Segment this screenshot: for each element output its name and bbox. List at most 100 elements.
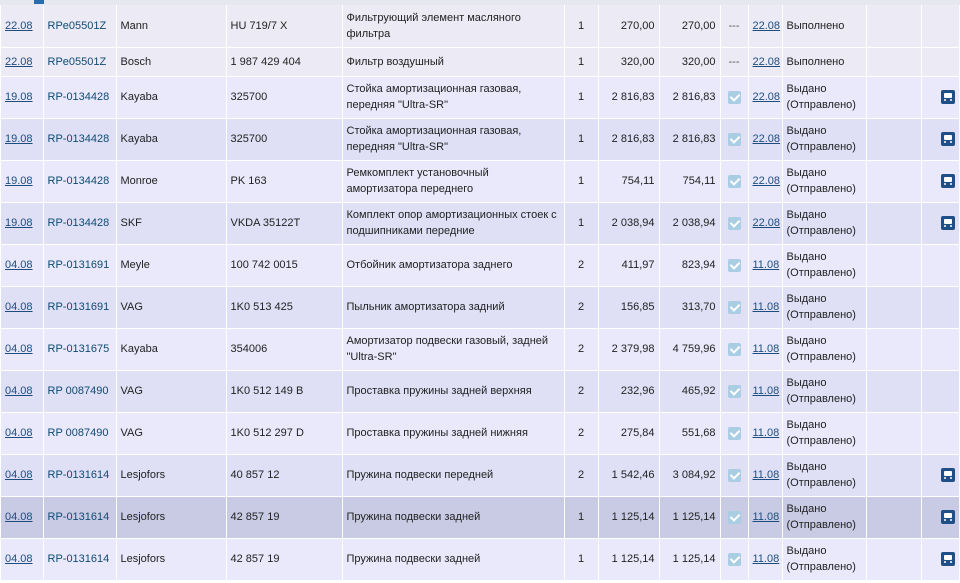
status-text: Выдано (Отправлено) xyxy=(782,244,867,287)
delivery-truck-icon[interactable] xyxy=(940,468,955,483)
delivery-date-link[interactable]: 11.08 xyxy=(752,385,780,397)
delivery-truck-icon[interactable] xyxy=(940,552,955,567)
order-number: RPe05501Z xyxy=(47,19,107,32)
description: Ремкомплект установочный амортизатора пе… xyxy=(342,160,565,203)
delivery-date-link[interactable]: 11.08 xyxy=(752,511,780,523)
quantity: 1 xyxy=(564,496,599,539)
delivery-date-link[interactable]: 11.08 xyxy=(752,469,780,481)
delivery-date-link[interactable]: 11.08 xyxy=(752,553,780,565)
checkbox-checked-icon[interactable] xyxy=(727,384,741,398)
delivery-truck-icon[interactable] xyxy=(940,90,955,105)
table-row[interactable]: 04.08 RP 0087490 VAG 1K0 512 297 D Проставка… xyxy=(1,412,960,455)
order-number-cell: RP-0134428 xyxy=(43,118,117,161)
order-date-link[interactable]: 19.08 xyxy=(5,91,33,103)
unit-price: 2 816,83 xyxy=(598,76,660,119)
delivery-truck-icon[interactable] xyxy=(940,216,955,231)
action-cell xyxy=(921,5,960,48)
delivery-date-link[interactable]: 11.08 xyxy=(752,259,780,271)
order-number-cell: RP-0131691 xyxy=(43,286,117,329)
order-date-link[interactable]: 22.08 xyxy=(5,19,33,32)
total-sum: 823,94 xyxy=(659,244,721,287)
spacer-cell xyxy=(866,496,922,539)
delivery-date-link[interactable]: 22.08 xyxy=(752,217,781,229)
checkbox-checked-icon[interactable] xyxy=(727,174,741,188)
order-date-link[interactable]: 19.08 xyxy=(5,175,33,187)
checkbox-checked-icon[interactable] xyxy=(727,426,741,440)
order-number: RP-0131614 xyxy=(47,553,110,565)
table-row[interactable]: 19.08 RP-0134428 Kayaba 325700 Стойка аморти… xyxy=(1,76,960,119)
table-row[interactable]: 04.08 RP 0087490 VAG 1K0 512 149 B Проставка… xyxy=(1,370,960,413)
total-sum: 2 816,83 xyxy=(659,118,721,161)
checkbox-checked-icon[interactable] xyxy=(727,510,741,524)
checkbox-checked-icon[interactable] xyxy=(727,468,741,482)
order-date-link[interactable]: 22.08 xyxy=(5,55,33,68)
status-text: Выдано (Отправлено) xyxy=(782,118,867,161)
article-number: 1K0 512 149 B xyxy=(226,370,343,413)
delivery-date-link[interactable]: 11.08 xyxy=(752,427,780,439)
total-sum: 1 125,14 xyxy=(659,496,721,539)
delivery-date-link[interactable]: 22.08 xyxy=(752,91,781,103)
order-date-link[interactable]: 04.08 xyxy=(5,469,33,481)
order-date-cell: 04.08 xyxy=(1,286,44,329)
total-sum: 4 759,96 xyxy=(659,328,721,371)
order-number-cell: RP-0131691 xyxy=(43,244,117,287)
checkbox-checked-icon[interactable] xyxy=(727,300,741,314)
checkbox-checked-icon[interactable] xyxy=(727,90,741,104)
table-row[interactable]: 04.08 RP-0131614 Lesjofors 40 857 12 Пружина… xyxy=(1,454,960,497)
status-text: Выдано (Отправлено) xyxy=(782,202,867,245)
table-row[interactable]: 22.08 RPe05501Z Bosch 1 987 429 404 Фильтр в… xyxy=(1,47,960,77)
order-date-link[interactable]: 04.08 xyxy=(5,301,33,313)
checkbox-checked-icon[interactable] xyxy=(727,258,741,272)
table-row[interactable]: 22.08 RPe05501Z Mann HU 719/7 X Фильтрующий … xyxy=(1,5,960,48)
mark-cell: --- xyxy=(720,47,749,77)
order-date-link[interactable]: 04.08 xyxy=(5,259,33,271)
table-row[interactable]: 04.08 RP-0131614 Lesjofors 42 857 19 Пружина… xyxy=(1,538,960,581)
action-cell xyxy=(921,244,960,287)
delivery-truck-icon[interactable] xyxy=(940,132,955,147)
article-number: 1 987 429 404 xyxy=(226,47,343,77)
brand: SKF xyxy=(116,202,227,245)
order-date-link[interactable]: 19.08 xyxy=(5,133,33,145)
description: Амортизатор подвески газовый, задней "Ul… xyxy=(342,328,565,371)
sort-indicator[interactable] xyxy=(34,0,44,4)
delivery-date-link[interactable]: 22.08 xyxy=(752,133,781,145)
table-row[interactable]: 19.08 RP-0134428 SKF VKDA 35122T Комплект оп… xyxy=(1,202,960,245)
action-cell xyxy=(921,538,960,581)
delivery-date-link[interactable]: 22.08 xyxy=(752,55,781,68)
order-date-cell: 22.08 xyxy=(1,47,44,77)
delivery-truck-icon[interactable] xyxy=(940,174,955,189)
checkbox-checked-icon[interactable] xyxy=(727,132,741,146)
quantity: 1 xyxy=(564,118,599,161)
order-date-link[interactable]: 04.08 xyxy=(5,511,33,523)
table-row[interactable]: 04.08 RP-0131614 Lesjofors 42 857 19 Пружина… xyxy=(1,496,960,539)
total-sum: 465,92 xyxy=(659,370,721,413)
order-date-link[interactable]: 04.08 xyxy=(5,553,33,565)
spacer-cell xyxy=(866,370,922,413)
checkbox-checked-icon[interactable] xyxy=(727,216,741,230)
order-date-cell: 04.08 xyxy=(1,328,44,371)
quantity: 1 xyxy=(564,5,599,48)
delivery-date-link[interactable]: 11.08 xyxy=(752,301,780,313)
table-row[interactable]: 19.08 RP-0134428 Monroe PK 163 Ремкомплект у… xyxy=(1,160,960,203)
total-sum: 754,11 xyxy=(659,160,721,203)
checkbox-checked-icon[interactable] xyxy=(727,342,741,356)
table-row[interactable]: 04.08 RP-0131691 Meyle 100 742 0015 Отбойник… xyxy=(1,244,960,287)
unit-price: 2 038,94 xyxy=(598,202,660,245)
order-date-link[interactable]: 04.08 xyxy=(5,427,33,439)
order-date-link[interactable]: 19.08 xyxy=(5,217,33,229)
checkbox-checked-icon[interactable] xyxy=(727,552,741,566)
table-row[interactable]: 04.08 RP-0131691 VAG 1K0 513 425 Пыльник амо… xyxy=(1,286,960,329)
delivery-date-link[interactable]: 11.08 xyxy=(752,343,780,355)
table-row[interactable]: 04.08 RP-0131675 Kayaba 354006 Амортизатор п… xyxy=(1,328,960,371)
order-date-link[interactable]: 04.08 xyxy=(5,343,33,355)
order-number-cell: RP-0134428 xyxy=(43,202,117,245)
order-number: RP 0087490 xyxy=(47,385,109,397)
delivery-date-link[interactable]: 22.08 xyxy=(752,175,781,187)
action-cell xyxy=(921,47,960,77)
article-number: 1K0 512 297 D xyxy=(226,412,343,455)
delivery-truck-icon[interactable] xyxy=(940,510,955,525)
description: Отбойник амортизатора заднего xyxy=(342,244,565,287)
table-row[interactable]: 19.08 RP-0134428 Kayaba 325700 Стойка аморти… xyxy=(1,118,960,161)
order-date-link[interactable]: 04.08 xyxy=(5,385,33,397)
delivery-date-link[interactable]: 22.08 xyxy=(752,19,781,32)
